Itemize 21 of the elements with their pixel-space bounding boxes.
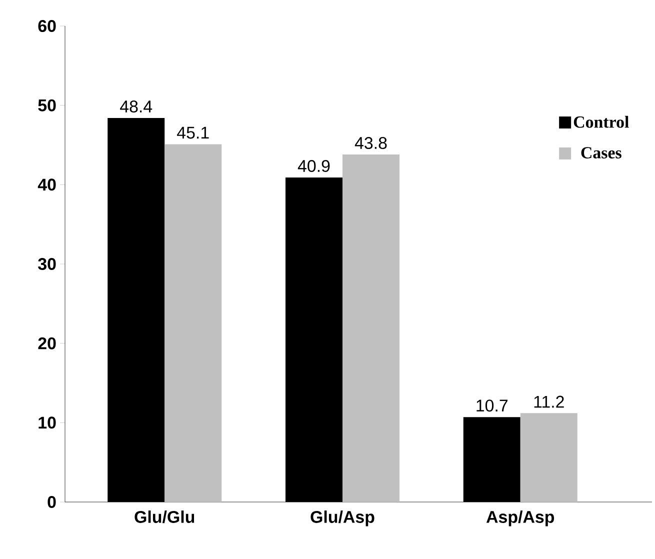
legend-label: Control <box>574 116 629 128</box>
data-label: 43.8 <box>354 137 387 150</box>
y-tick-label: 30 <box>38 258 56 270</box>
y-tick-label: 20 <box>38 337 56 350</box>
y-tick-label: 10 <box>38 416 56 429</box>
y-tick-label: 0 <box>48 496 56 508</box>
data-label: 45.1 <box>177 126 209 139</box>
y-tick-label: 50 <box>38 99 56 112</box>
legend-label: Cases <box>581 147 622 158</box>
y-tick-label: 60 <box>38 20 56 32</box>
bar <box>164 144 222 502</box>
data-label: 48.4 <box>120 100 152 113</box>
bar <box>520 413 578 502</box>
data-label: 11.2 <box>534 396 564 408</box>
y-tick-label: 40 <box>38 178 56 191</box>
data-label: 40.9 <box>298 160 330 172</box>
x-tick-label: Glu/Asp <box>310 510 374 526</box>
bar <box>342 154 400 502</box>
x-tick-label: Asp/Asp <box>486 510 554 526</box>
data-label: 10.7 <box>476 400 508 412</box>
x-tick-label: Glu/Glu <box>134 510 194 524</box>
